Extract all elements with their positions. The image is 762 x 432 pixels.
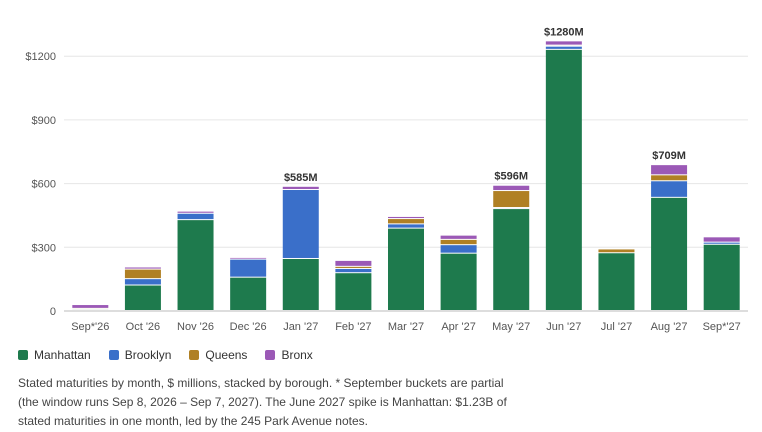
x-tick-label: Jul '27 — [601, 321, 632, 333]
x-tick-label: Sep*'27 — [703, 321, 741, 333]
x-tick-label: Aug '27 — [651, 321, 688, 333]
x-tick-label: Sep*'26 — [71, 321, 109, 333]
bar-segment-manhattan — [703, 244, 740, 310]
bar-segment-brooklyn — [545, 46, 582, 49]
bar-segment-manhattan — [598, 253, 635, 310]
bar-segment-bronx — [335, 260, 372, 266]
legend-item-queens: Queens — [189, 348, 247, 362]
bar-segment-bronx — [72, 305, 109, 308]
y-tick-label: $1200 — [25, 51, 56, 63]
legend-swatch — [18, 350, 28, 360]
bar-segment-queens — [651, 175, 688, 181]
legend-item-manhattan: Manhattan — [18, 348, 91, 362]
bar-segment-bronx — [440, 235, 477, 239]
bar-segment-queens — [493, 191, 530, 208]
bar-segment-manhattan — [335, 273, 372, 310]
x-tick-label: Mar '27 — [388, 321, 424, 333]
bar-segment-bronx — [703, 237, 740, 242]
bar-segment-queens — [598, 249, 635, 253]
x-tick-label: Oct '26 — [126, 321, 161, 333]
legend-label: Brooklyn — [124, 348, 172, 362]
legend-swatch — [265, 350, 276, 360]
bar-segment-manhattan — [440, 253, 477, 310]
legend-swatch — [189, 350, 200, 360]
stacked-bar-chart: 0 $300 $600 $900 $1200 Sep*'26 Oct '26 Nov '26 D… — [25, 26, 748, 333]
x-tick-label: Nov '26 — [177, 321, 214, 333]
bar-segment-bronx — [230, 257, 267, 259]
bar-segment-manhattan — [124, 285, 161, 310]
bar-segment-queens — [388, 219, 424, 224]
bar-total-label: $596M — [494, 171, 528, 183]
chart-area: 0 $300 $600 $900 $1200 Sep*'26 Oct '26 Nov '26 D… — [25, 26, 748, 333]
bar-segment-manhattan — [493, 209, 530, 310]
bar-segment-manhattan — [177, 220, 214, 310]
y-tick-label: 0 — [50, 306, 56, 318]
bar-segment-bronx — [545, 41, 582, 45]
legend-item-bronx: Bronx — [265, 348, 313, 362]
bar-total-label: $1280M — [544, 26, 584, 38]
y-tick-label: $300 — [32, 242, 56, 254]
legend-label: Bronx — [281, 348, 313, 362]
bar-segment-bronx — [282, 186, 319, 189]
bar-segment-brooklyn — [124, 279, 161, 285]
bar-segment-brooklyn — [388, 224, 424, 228]
y-tick-label: $600 — [32, 179, 56, 191]
bar-segment-manhattan — [230, 277, 267, 310]
legend-swatch — [108, 350, 119, 360]
bar-segment-brooklyn — [651, 181, 688, 197]
bar-segment-brooklyn — [282, 189, 319, 258]
bar-segment-bronx — [493, 185, 530, 191]
bar-segment-bronx — [177, 211, 214, 213]
bar-total-label: $709M — [652, 150, 686, 162]
bar-segment-manhattan — [388, 228, 424, 310]
x-tick-label: Jan '27 — [283, 321, 318, 333]
bar-segment-queens — [335, 266, 372, 268]
bar-segment-manhattan — [651, 197, 688, 310]
x-tick-label: Jun '27 — [546, 321, 581, 333]
y-tick-label: $900 — [32, 115, 56, 127]
bar-segment-manhattan — [282, 258, 319, 310]
bar-segment-brooklyn — [230, 259, 267, 277]
legend-item-brooklyn: Brooklyn — [108, 348, 172, 362]
x-tick-label: Dec '26 — [230, 321, 267, 333]
bar-segment-brooklyn — [335, 268, 372, 273]
bar-segment-bronx — [651, 165, 688, 175]
bar-segment-manhattan — [545, 49, 582, 310]
legend-label: Manhattan — [34, 348, 91, 362]
bar-segment-bronx — [124, 267, 161, 269]
bar-segment-bronx — [388, 216, 424, 219]
x-tick-label: May '27 — [492, 321, 530, 333]
x-tick-label: Apr '27 — [441, 321, 476, 333]
bar-segment-brooklyn — [440, 245, 477, 253]
bar-segment-queens — [440, 239, 477, 245]
chart-caption: Stated maturities by month, $ millions, … — [18, 376, 507, 428]
legend-label: Queens — [205, 348, 248, 362]
bar-total-label: $585M — [284, 172, 318, 184]
bar-segment-brooklyn — [703, 242, 740, 244]
legend: Manhattan Brooklyn Queens Bronx — [18, 346, 313, 364]
bar-segment-brooklyn — [177, 213, 214, 220]
bar-segment-queens — [124, 269, 161, 279]
x-tick-label: Feb '27 — [335, 321, 371, 333]
